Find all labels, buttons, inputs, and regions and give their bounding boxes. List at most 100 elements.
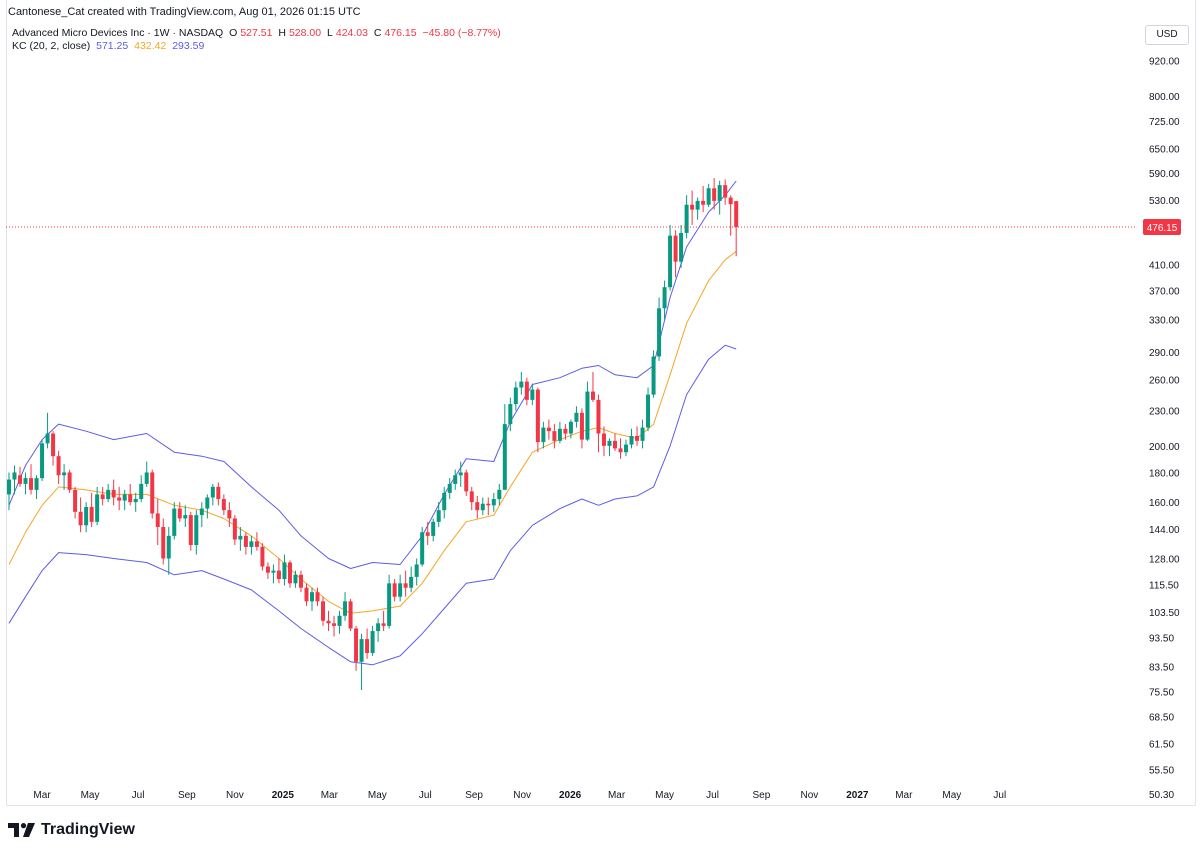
- y-tick-label: 530.00: [1149, 196, 1180, 207]
- candle: [205, 494, 210, 519]
- candle: [271, 564, 276, 584]
- candle: [491, 492, 496, 512]
- indicator-lower-value: 293.59: [172, 40, 205, 52]
- candle: [497, 483, 502, 506]
- x-tick-label: May: [368, 790, 387, 801]
- candle: [232, 515, 237, 546]
- candle: [453, 469, 458, 490]
- candle: [309, 587, 314, 611]
- candle: [657, 297, 662, 361]
- y-tick-label: 260.00: [1149, 376, 1180, 387]
- current-price-label: 476.15: [1147, 223, 1178, 234]
- close-label: C: [373, 27, 382, 39]
- low-value: 424.03: [335, 27, 368, 39]
- indicator-legend[interactable]: KC (20, 2, close) 571.25 432.42 293.59: [12, 40, 207, 52]
- candle: [557, 421, 562, 444]
- high-value: 528.00: [288, 27, 322, 39]
- candle: [304, 583, 309, 607]
- candle: [210, 483, 215, 506]
- candle: [563, 424, 568, 440]
- x-tick-label: Mar: [33, 790, 51, 801]
- candle: [530, 383, 535, 406]
- y-tick-label: 93.50: [1149, 634, 1174, 645]
- brand: TradingView: [8, 819, 135, 841]
- candle: [111, 479, 116, 506]
- candle: [150, 469, 155, 519]
- candle: [177, 502, 182, 522]
- candle: [56, 450, 61, 484]
- candle: [431, 518, 436, 542]
- candle: [442, 486, 447, 519]
- candle: [254, 532, 259, 551]
- candle: [276, 558, 281, 584]
- candle: [585, 381, 590, 441]
- candle: [662, 280, 667, 320]
- candle: [601, 426, 606, 457]
- candle: [62, 464, 67, 490]
- candle: [508, 397, 513, 432]
- candle: [34, 475, 39, 500]
- y-tick-label: 83.50: [1149, 662, 1174, 673]
- x-tick-label: 2025: [272, 790, 295, 801]
- x-tick-label: Nov: [800, 790, 818, 801]
- candle: [552, 424, 557, 449]
- y-tick-label: 230.00: [1149, 407, 1180, 418]
- time-axis[interactable]: Mar May Jul Sep Nov 2025 Mar May Jul Sep Nov 2026 Ma…: [33, 790, 1006, 801]
- candle: [100, 486, 105, 506]
- x-tick-label: Jul: [132, 790, 145, 801]
- candle: [238, 527, 243, 551]
- candle: [51, 431, 56, 466]
- candle: [546, 419, 551, 440]
- candle: [293, 570, 298, 588]
- candle: [690, 190, 695, 225]
- candle: [122, 489, 127, 511]
- candle: [425, 521, 430, 546]
- candle: [161, 518, 166, 565]
- symbol-title: Advanced Micro Devices Inc · 1W · NASDAQ: [12, 27, 224, 39]
- y-tick-label: 55.50: [1149, 765, 1174, 776]
- candle: [365, 628, 370, 659]
- candle: [216, 482, 221, 506]
- candle: [607, 438, 612, 457]
- y-tick-label: 160.00: [1149, 498, 1180, 509]
- y-tick-label: 800.00: [1149, 92, 1180, 103]
- current-price-line: 476.15: [6, 218, 1181, 235]
- candle: [194, 510, 199, 555]
- candle: [89, 492, 94, 528]
- chart-frame: [6, 0, 1196, 806]
- candle: [265, 562, 270, 580]
- candle: [568, 419, 573, 439]
- candle: [354, 625, 359, 671]
- candle: [95, 486, 100, 526]
- candle: [398, 574, 403, 602]
- y-tick-label: 590.00: [1149, 169, 1180, 180]
- open-value: 527.51: [240, 27, 273, 39]
- candle: [651, 350, 656, 398]
- candle: [326, 610, 331, 632]
- price-axis[interactable]: 1,040.00920.00800.00725.00650.00590.0053…: [1149, 26, 1188, 801]
- x-tick-label: 2027: [846, 790, 869, 801]
- candle: [712, 178, 717, 210]
- low-label: L: [327, 27, 333, 39]
- candle: [420, 527, 425, 567]
- candle: [155, 499, 160, 546]
- candle: [723, 179, 728, 205]
- candle: [486, 497, 491, 516]
- x-tick-label: May: [942, 790, 961, 801]
- candle: [734, 200, 739, 257]
- candle: [166, 527, 171, 575]
- currency-button[interactable]: USD: [1145, 25, 1189, 45]
- candle: [117, 486, 122, 511]
- candle: [590, 372, 595, 402]
- price-chart[interactable]: 476.15 1,040.00920.00800.00725.00650.005…: [0, 0, 1200, 806]
- y-tick-label: 200.00: [1149, 442, 1180, 453]
- y-tick-label: 75.50: [1149, 688, 1174, 699]
- indicator-upper-value: 571.25: [96, 40, 129, 52]
- candle: [78, 497, 83, 533]
- candlestick-series: [7, 178, 739, 691]
- y-tick-label: 103.50: [1149, 608, 1180, 619]
- candle: [387, 574, 392, 629]
- candle: [23, 472, 28, 495]
- candle: [172, 502, 177, 540]
- candle: [635, 426, 640, 446]
